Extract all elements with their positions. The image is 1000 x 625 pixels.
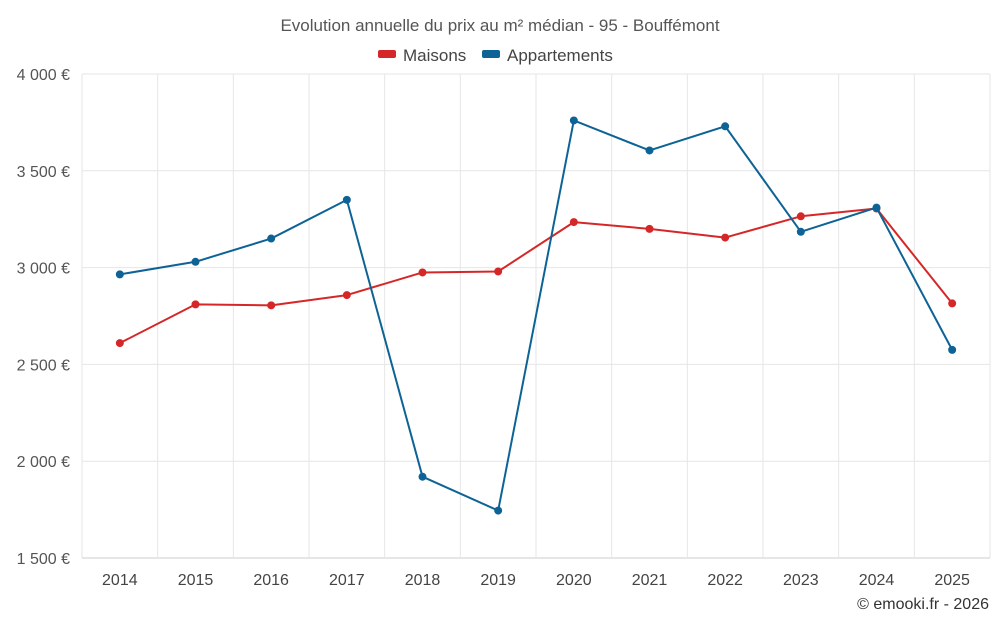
- chart-title: Evolution annuelle du prix au m² médian …: [280, 16, 719, 35]
- legend-label-maisons[interactable]: Maisons: [403, 46, 466, 65]
- x-tick-label: 2023: [783, 572, 819, 589]
- legend: Maisons Appartements: [378, 46, 613, 65]
- point-appartements-2017[interactable]: [342, 195, 351, 204]
- y-tick-label: 4 000 €: [17, 67, 70, 84]
- point-appartements-2019[interactable]: [494, 506, 503, 515]
- x-tick-label: 2022: [707, 572, 743, 589]
- x-tick-label: 2024: [859, 572, 895, 589]
- x-tick-label: 2015: [178, 572, 214, 589]
- x-tick-label: 2025: [934, 572, 970, 589]
- point-appartements-2024[interactable]: [872, 203, 881, 212]
- y-tick-label: 2 500 €: [17, 357, 70, 374]
- credit: © emooki.fr - 2026: [857, 596, 989, 613]
- point-maisons-2018[interactable]: [418, 268, 427, 277]
- point-appartements-2020[interactable]: [569, 116, 578, 125]
- point-maisons-2014[interactable]: [115, 339, 124, 348]
- point-appartements-2014[interactable]: [115, 270, 124, 279]
- point-appartements-2021[interactable]: [645, 146, 654, 155]
- point-maisons-2017[interactable]: [342, 291, 351, 300]
- y-tick-label: 2 000 €: [17, 454, 70, 471]
- point-appartements-2018[interactable]: [418, 472, 427, 481]
- x-tick-label: 2019: [480, 572, 516, 589]
- point-maisons-2016[interactable]: [267, 301, 276, 310]
- point-maisons-2019[interactable]: [494, 267, 503, 276]
- point-appartements-2023[interactable]: [796, 227, 805, 236]
- x-tick-label: 2014: [102, 572, 138, 589]
- point-appartements-2015[interactable]: [191, 257, 200, 266]
- series: [115, 116, 957, 515]
- y-tick-label: 3 000 €: [17, 261, 70, 278]
- point-maisons-2015[interactable]: [191, 300, 200, 309]
- x-axis: 2014 2015 2016 2017 2018 2019 2020 2021 2022 2023…: [102, 572, 970, 589]
- point-maisons-2020[interactable]: [569, 218, 578, 227]
- series-line-maisons: [119, 207, 953, 344]
- y-axis: 1 500 € 2 000 € 2 500 € 3 000 € 3 500 € 4 000…: [17, 67, 70, 568]
- point-maisons-2022[interactable]: [721, 233, 730, 242]
- legend-swatch-maisons: [378, 50, 396, 58]
- y-tick-label: 3 500 €: [17, 164, 70, 181]
- point-maisons-2021[interactable]: [645, 224, 654, 233]
- x-tick-label: 2021: [632, 572, 668, 589]
- point-maisons-2023[interactable]: [796, 212, 805, 221]
- point-appartements-2022[interactable]: [721, 122, 730, 131]
- x-tick-label: 2020: [556, 572, 592, 589]
- y-tick-label: 1 500 €: [17, 551, 70, 568]
- point-maisons-2025[interactable]: [948, 299, 957, 308]
- x-tick-label: 2018: [405, 572, 441, 589]
- legend-swatch-appartements: [482, 50, 500, 58]
- x-tick-label: 2016: [253, 572, 289, 589]
- legend-label-appartements[interactable]: Appartements: [507, 46, 613, 65]
- x-tick-label: 2017: [329, 572, 365, 589]
- series-line-appartements: [119, 119, 954, 512]
- point-appartements-2025[interactable]: [948, 345, 957, 354]
- point-appartements-2016[interactable]: [267, 234, 276, 243]
